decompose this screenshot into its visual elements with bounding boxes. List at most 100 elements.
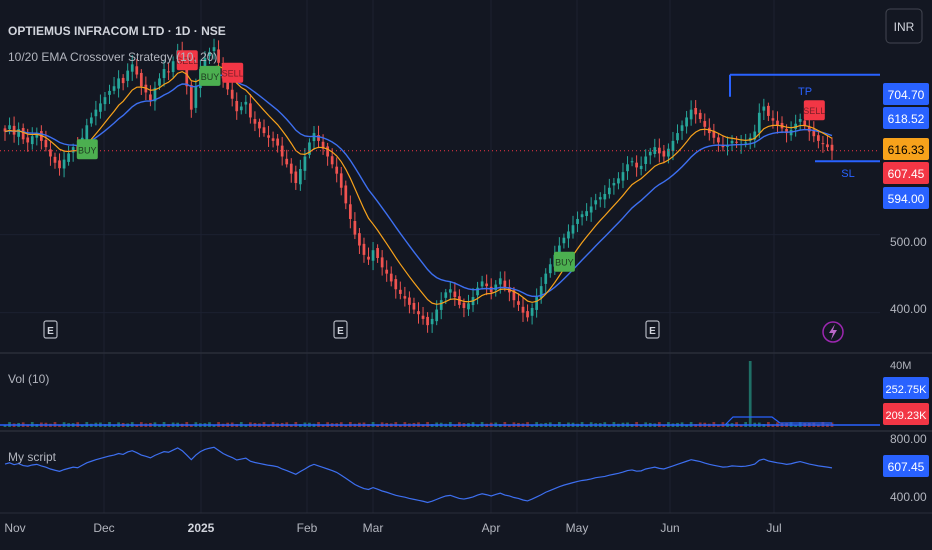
candle-body bbox=[335, 166, 339, 174]
earnings-marker-nov[interactable]: E bbox=[43, 320, 58, 339]
candle bbox=[644, 149, 648, 172]
candle-body bbox=[367, 256, 370, 260]
currency-label[interactable]: INR bbox=[894, 20, 915, 34]
signal-marker-label: SELL bbox=[803, 106, 825, 116]
candle bbox=[285, 149, 289, 168]
candle-body bbox=[239, 106, 243, 111]
volume-bar bbox=[453, 424, 457, 427]
candle-body bbox=[348, 204, 352, 219]
candle-body bbox=[162, 69, 166, 78]
candle bbox=[694, 100, 698, 124]
candle-body bbox=[112, 86, 116, 91]
candle-body bbox=[3, 128, 7, 132]
currency-button-frame[interactable] bbox=[885, 8, 923, 44]
signal-marker-bg bbox=[176, 50, 198, 71]
candle bbox=[712, 123, 716, 144]
candle-body bbox=[512, 290, 516, 301]
signal-marker-label: BUY bbox=[78, 145, 97, 155]
candle bbox=[130, 55, 134, 81]
candle-body bbox=[8, 125, 11, 130]
volume-tag-blue-bg bbox=[883, 377, 929, 399]
candle-body bbox=[657, 147, 661, 154]
candle-body bbox=[326, 146, 329, 157]
candle-body bbox=[771, 118, 775, 121]
candle bbox=[603, 185, 607, 208]
currency-button[interactable]: INR bbox=[885, 8, 923, 44]
earnings-icon[interactable] bbox=[43, 320, 58, 339]
candle-body bbox=[421, 315, 425, 319]
lightning-icon-ring[interactable] bbox=[822, 321, 844, 343]
candle-body bbox=[244, 101, 248, 105]
candle bbox=[417, 302, 420, 324]
earnings-marker-may[interactable]: E bbox=[645, 320, 660, 339]
candle bbox=[17, 122, 20, 146]
candle bbox=[99, 94, 102, 119]
candle-body bbox=[767, 105, 770, 116]
candle bbox=[548, 258, 552, 278]
candle bbox=[385, 260, 389, 282]
candle-body bbox=[503, 280, 507, 288]
volume-bar bbox=[344, 424, 348, 427]
candle bbox=[580, 210, 584, 226]
strategy-legend[interactable]: 10/20 EMA Crossover Strategy (10, 20) bbox=[8, 50, 217, 64]
candle-body bbox=[398, 289, 402, 294]
candle bbox=[289, 158, 293, 183]
candle-body bbox=[117, 78, 120, 89]
candle-body bbox=[280, 145, 284, 157]
candle-body bbox=[203, 58, 207, 71]
candle bbox=[453, 282, 457, 306]
candle-body bbox=[476, 287, 479, 296]
volume-legend[interactable]: Vol (10) bbox=[8, 372, 49, 386]
candle-body bbox=[308, 142, 311, 155]
script-tag-bg bbox=[883, 455, 929, 477]
earnings-icon[interactable] bbox=[333, 320, 348, 339]
candle-body bbox=[648, 151, 652, 156]
candle-body bbox=[62, 159, 66, 169]
candle bbox=[298, 159, 302, 191]
candle-body bbox=[235, 100, 239, 112]
candle bbox=[362, 237, 366, 263]
candle bbox=[635, 155, 638, 177]
script-legend[interactable]: My script bbox=[8, 450, 57, 464]
sell-signal: SELL bbox=[803, 100, 825, 121]
candle bbox=[426, 312, 429, 333]
candle-body bbox=[480, 281, 484, 287]
candle bbox=[335, 157, 339, 183]
candle-body bbox=[330, 156, 334, 165]
volume-bar bbox=[794, 424, 798, 427]
candle-body bbox=[798, 119, 802, 122]
candle-body bbox=[535, 297, 539, 310]
candle-body bbox=[762, 106, 766, 111]
volume-bar bbox=[662, 424, 666, 427]
candle-body bbox=[812, 129, 816, 137]
candle bbox=[476, 281, 479, 305]
candle bbox=[49, 140, 52, 166]
price-tag-tp: 704.70 bbox=[883, 83, 929, 105]
candle-body bbox=[717, 137, 720, 143]
candle-body bbox=[85, 125, 89, 140]
candle bbox=[703, 113, 707, 136]
symbol-title[interactable]: OPTIEMUS INFRACOM LTD · 1D · NSE bbox=[8, 24, 226, 38]
candle-body bbox=[730, 140, 734, 144]
candle-body bbox=[194, 86, 198, 108]
candle-body bbox=[444, 292, 448, 298]
volume-tag-red: 209.23K bbox=[883, 403, 929, 425]
candle-body bbox=[94, 109, 98, 117]
earnings-marker-feb[interactable]: E bbox=[333, 320, 348, 339]
earnings-icon[interactable] bbox=[645, 320, 660, 339]
price-tag-sl-label: 594.00 bbox=[888, 192, 925, 206]
sl-label: SL bbox=[841, 168, 854, 180]
candle-body bbox=[439, 300, 443, 310]
volume-bar bbox=[585, 424, 588, 427]
candle bbox=[535, 288, 539, 318]
candle bbox=[121, 74, 125, 91]
candle-body bbox=[448, 289, 452, 293]
candle-body bbox=[58, 160, 61, 169]
candle-body bbox=[580, 214, 584, 218]
candle-body bbox=[53, 156, 57, 163]
lightning-marker[interactable] bbox=[822, 321, 844, 343]
candle-body bbox=[130, 64, 134, 72]
candle bbox=[821, 136, 825, 153]
